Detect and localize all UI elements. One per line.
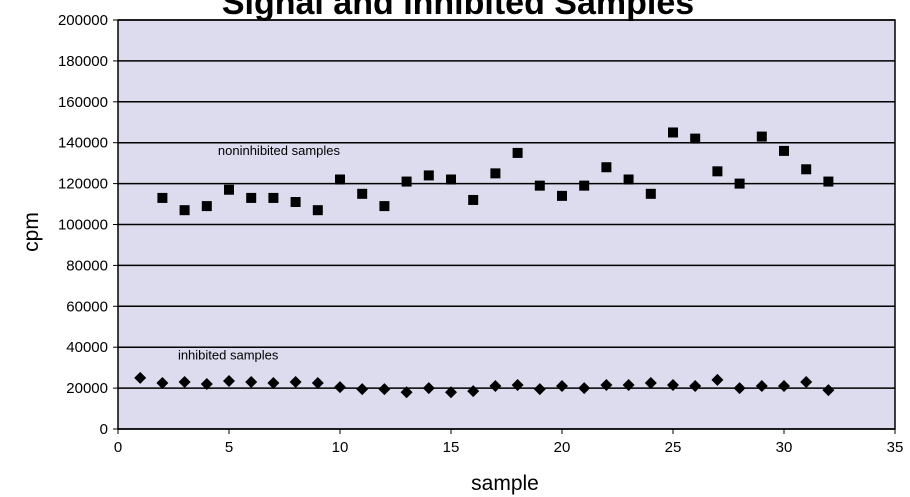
square-marker (312, 205, 323, 216)
y-axis-label: cpm (20, 212, 43, 252)
diamond-marker (822, 384, 835, 397)
diamond-marker (134, 371, 147, 384)
y-tick-label: 200000 (58, 12, 108, 29)
square-marker (268, 192, 279, 203)
data-points (134, 127, 835, 399)
diamond-marker (245, 375, 258, 388)
diamond-marker (800, 375, 813, 388)
diamond-marker (467, 385, 480, 398)
square-marker (668, 127, 678, 138)
annotation-label: noninhibited samples (218, 143, 341, 158)
square-marker (224, 184, 234, 195)
square-marker (557, 190, 567, 201)
diamond-marker (733, 382, 746, 395)
square-marker (468, 194, 479, 205)
diamond-marker (223, 374, 235, 387)
diamond-marker (267, 376, 280, 389)
diamond-marker (511, 379, 524, 392)
square-marker (446, 174, 456, 185)
y-tick-label: 120000 (58, 176, 108, 193)
square-marker (157, 192, 168, 203)
diamond-marker (356, 383, 369, 396)
square-marker (601, 162, 612, 173)
diamond-marker (689, 380, 702, 393)
square-marker (201, 201, 212, 212)
square-marker (512, 147, 523, 158)
square-marker (379, 201, 390, 212)
diamond-marker (489, 380, 502, 393)
diamond-marker (711, 373, 724, 386)
x-tick-label: 15 (443, 439, 460, 456)
y-tick-label: 100000 (58, 217, 108, 234)
square-marker (534, 180, 545, 191)
diamond-marker (422, 382, 435, 395)
diamond-marker (378, 383, 391, 396)
square-marker (690, 133, 701, 144)
diamond-marker (556, 380, 568, 393)
square-marker (490, 168, 501, 179)
diamond-marker (622, 379, 635, 392)
y-tick-label: 160000 (58, 94, 108, 111)
diamond-marker (533, 383, 546, 396)
x-tick-label: 35 (887, 439, 904, 456)
x-tick-label: 20 (554, 439, 571, 456)
chart-title: Signal and Inhibited Samples (222, 0, 694, 22)
annotation-label: inhibited samples (178, 347, 279, 362)
diamond-marker (445, 386, 457, 399)
square-marker (335, 174, 345, 185)
x-axis-ticks: 0 5 10 15 20 25 30 35 (114, 429, 904, 456)
square-marker (756, 131, 767, 142)
diamond-marker (778, 380, 790, 393)
y-axis-ticks: 0 20000 40000 60000 80000 100000 120000 140000 1… (58, 12, 118, 438)
square-marker (423, 170, 434, 181)
diamond-marker (156, 376, 169, 389)
diamond-marker (200, 378, 213, 391)
x-tick-label: 5 (225, 439, 233, 456)
square-marker (246, 192, 257, 203)
y-tick-label: 180000 (58, 53, 108, 70)
x-tick-label: 0 (114, 439, 122, 456)
x-tick-label: 10 (332, 439, 349, 456)
diamond-marker (600, 379, 613, 392)
diamond-marker (400, 386, 413, 399)
square-marker (801, 164, 812, 175)
square-marker (779, 145, 789, 156)
diamond-marker (644, 376, 657, 389)
y-tick-label: 0 (100, 421, 108, 438)
diamond-marker (311, 376, 324, 389)
diamond-marker (578, 382, 591, 395)
annotations: noninhibited samples inhibited samples (178, 143, 341, 363)
square-marker (712, 166, 723, 177)
diamond-marker (334, 381, 346, 394)
y-tick-label: 40000 (66, 339, 108, 356)
diamond-marker (289, 375, 302, 388)
square-marker (179, 205, 190, 216)
y-tick-label: 60000 (66, 298, 108, 315)
square-marker (401, 176, 412, 187)
x-axis-label: sample (471, 472, 539, 495)
diamond-marker (755, 380, 768, 393)
y-tick-label: 20000 (66, 380, 108, 397)
square-marker (734, 178, 745, 189)
square-marker (290, 197, 301, 208)
x-tick-label: 30 (776, 439, 793, 456)
square-marker (623, 174, 634, 185)
y-tick-label: 140000 (58, 135, 108, 152)
square-marker (645, 188, 656, 199)
y-tick-label: 80000 (66, 257, 108, 274)
diamond-marker (178, 375, 191, 388)
diamond-marker (667, 379, 679, 392)
square-marker (357, 188, 368, 199)
x-tick-label: 25 (665, 439, 682, 456)
square-marker (823, 176, 834, 187)
gridlines (118, 19, 895, 430)
square-marker (579, 180, 590, 191)
